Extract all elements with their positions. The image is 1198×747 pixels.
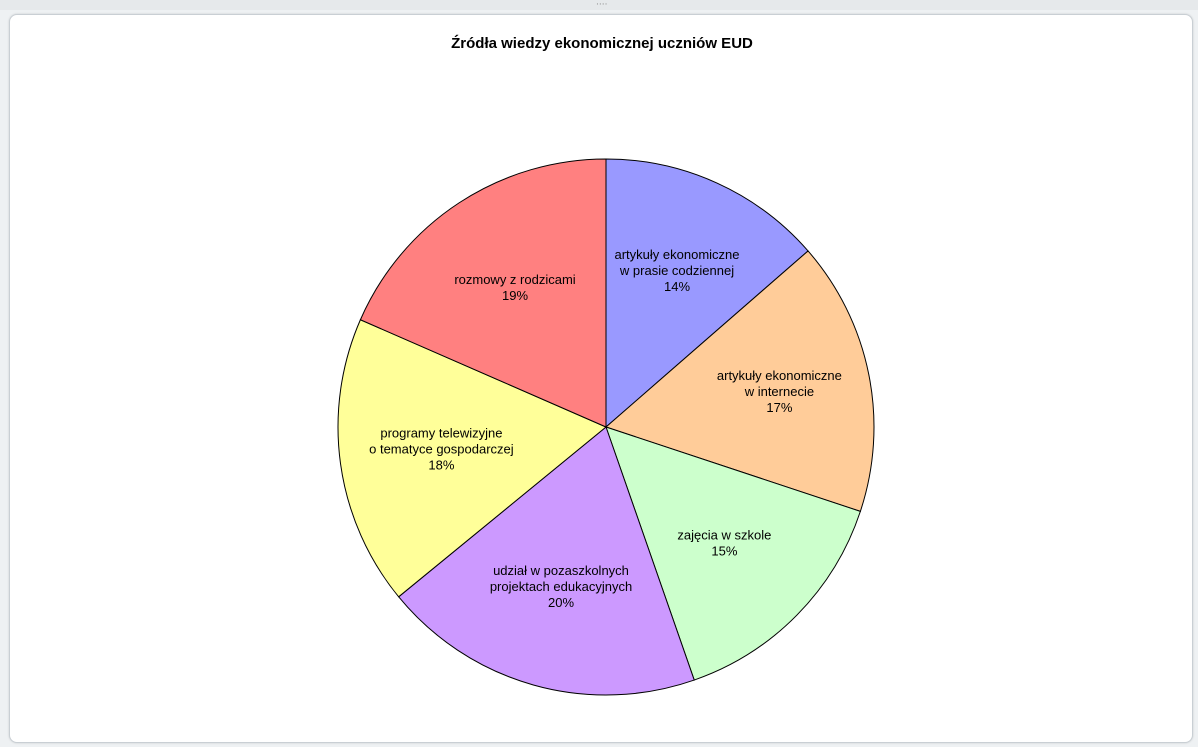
slice-label-zajecia-w-szkole: zajęcia w szkole 15%: [677, 528, 771, 559]
slice-category-label: artykuły ekonomiczne: [615, 247, 740, 262]
slice-category-label: udział w pozaszkolnych: [493, 563, 629, 578]
slice-percent-label: 18%: [428, 458, 454, 473]
slice-label-udzial-w-pozaszkolnych-projektach-edukacyjnych: udział w pozaszkolnych projektach edukacy…: [490, 563, 632, 610]
slice-percent-label: 19%: [502, 288, 528, 303]
window-top-bar: ····: [0, 0, 1198, 10]
slice-percent-label: 20%: [548, 595, 574, 610]
pie-slice-udzial-w-pozaszkolnych-projektach-edukacyjnych: [397, 426, 695, 696]
slice-category-label: o tematyce gospodarczej: [369, 442, 514, 457]
pie-slice-zajecia-w-szkole: [605, 426, 862, 681]
chart-panel: Źródła wiedzy ekonomicznej uczniów EUD a…: [9, 14, 1193, 743]
slice-category-label: programy telewizyjne: [380, 426, 502, 441]
pie-slice-rozmowy-z-rodzicami: [359, 158, 607, 428]
pie-chart: artykuły ekonomiczne w prasie codziennej 1…: [337, 158, 875, 696]
slice-percent-label: 15%: [711, 544, 737, 559]
slice-label-artykuly-ekonomiczne-w-prasie-codziennej: artykuły ekonomiczne w prasie codziennej 1…: [615, 247, 740, 294]
slice-percent-label: 17%: [766, 400, 792, 415]
slice-category-label: w internecie: [744, 384, 814, 399]
slice-label-programy-telewizyjne-o-tematyce-gospodarczej: programy telewizyjne o tematyce gospodarc…: [369, 426, 514, 473]
slice-category-label: w prasie codziennej: [619, 263, 734, 278]
slice-percent-label: 14%: [664, 279, 690, 294]
slice-label-artykuly-ekonomiczne-w-internecie: artykuły ekonomiczne w internecie 17%: [717, 368, 842, 415]
resize-grip-icon[interactable]: ····: [596, 0, 608, 10]
pie-slice-artykuly-ekonomiczne-w-internecie: [605, 250, 875, 513]
slice-category-label: rozmowy z rodzicami: [454, 272, 575, 287]
pie-slice-artykuly-ekonomiczne-w-prasie-codziennej: [605, 158, 809, 429]
slice-label-rozmowy-z-rodzicami: rozmowy z rodzicami 19%: [454, 272, 575, 303]
chart-title: Źródła wiedzy ekonomicznej uczniów EUD: [451, 35, 753, 52]
slice-category-label: zajęcia w szkole: [677, 528, 771, 543]
slice-category-label: projektach edukacyjnych: [490, 579, 632, 594]
pie-slice-programy-telewizyjne-o-tematyce-gospodarczej: [337, 319, 607, 598]
slice-category-label: artykuły ekonomiczne: [717, 368, 842, 383]
